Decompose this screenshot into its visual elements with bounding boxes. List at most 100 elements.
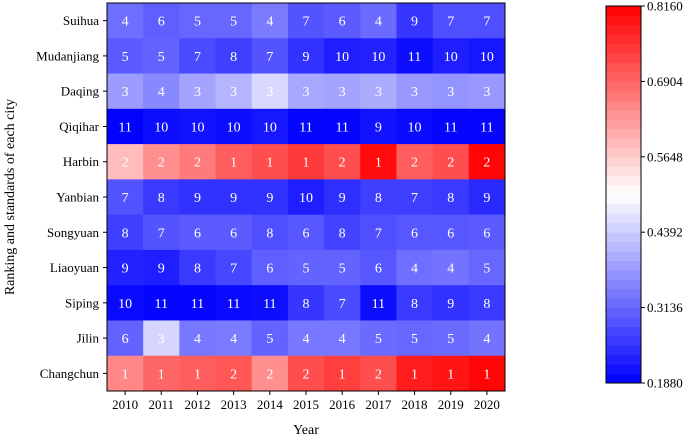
heatmap-cell-label: 8 [158, 191, 165, 206]
heatmap-cell-label: 7 [266, 50, 273, 65]
heatmap-cell [360, 3, 397, 39]
heatmap-cell-label: 11 [335, 120, 348, 135]
heatmap-cell [215, 144, 253, 180]
y-tick-label: Songyuan [47, 225, 100, 240]
heatmap-cell-label: 6 [411, 226, 418, 241]
heatmap-cell-label: 8 [303, 297, 310, 312]
colorbar-step [606, 147, 641, 158]
heatmap-cell [251, 73, 289, 110]
heatmap-cell [468, 355, 506, 392]
colorbar-tick-label: 0.6904 [647, 74, 683, 89]
y-axis-title: Ranking and standards of each city [3, 99, 18, 295]
heatmap-cell-label: 5 [447, 332, 454, 347]
heatmap-cell-label: 3 [483, 85, 490, 100]
heatmap-cell-labels: 4 6 5 5 4 7 6 4 9 7 75 5 7 8 7 9 10 10 11 10 103 4 3 3 3 3 3 3 3 3 311… [118, 15, 494, 383]
colorbar-step [606, 335, 641, 346]
heatmap-cell [468, 320, 506, 357]
heatmap-cell-label: 7 [447, 15, 454, 30]
heatmap-cell [432, 3, 470, 39]
heatmap-cell-label: 3 [447, 85, 454, 100]
heatmap-cell-label: 1 [158, 367, 165, 382]
heatmap-cell-label: 8 [339, 226, 346, 241]
heatmap-cell [179, 38, 217, 75]
heatmap-cell [287, 249, 325, 286]
colorbar-tick-label: 0.1880 [647, 376, 683, 391]
heatmap-cell-label: 11 [444, 120, 457, 135]
colorbar-step [606, 90, 641, 101]
heatmap-cell-label: 2 [411, 156, 418, 171]
heatmap-cell [179, 320, 217, 357]
heatmap-cell-label: 9 [230, 191, 237, 206]
heatmap-cell [468, 144, 506, 180]
colorbar-step [606, 269, 641, 280]
colorbar-step [606, 288, 641, 299]
heatmap-cell-label: 1 [194, 367, 201, 382]
heatmap-cell [107, 38, 144, 75]
heatmap-cell-label: 3 [194, 85, 201, 100]
heatmap-cell [143, 73, 180, 110]
heatmap-cell [179, 285, 217, 321]
heatmap-cell [215, 285, 253, 321]
heatmap-cell [107, 355, 144, 392]
heatmap-cell [251, 285, 289, 321]
heatmap-cell-label: 3 [122, 85, 129, 100]
heatmap-cell [287, 285, 325, 321]
heatmap-cell-label: 7 [158, 226, 165, 241]
heatmap-cell [468, 73, 506, 110]
heatmap-cell-label: 7 [375, 226, 382, 241]
colorbar-step [606, 71, 641, 82]
x-tick-label: 2010 [112, 397, 138, 412]
heatmap-cell [396, 179, 434, 216]
x-tick-label: 2017 [365, 397, 392, 412]
heatmap-cell-label: 8 [411, 297, 418, 312]
heatmap-cell-label: 4 [303, 332, 310, 347]
heatmap-cell [396, 249, 434, 286]
heatmap-cell [324, 38, 361, 75]
colorbar-step [606, 128, 641, 139]
heatmap-cell [324, 179, 361, 216]
heatmap-cell [179, 3, 217, 39]
colorbar-step [606, 345, 641, 356]
heatmap-cell-label: 9 [194, 191, 201, 206]
heatmap-cell-label: 2 [230, 367, 237, 382]
heatmap-cell [360, 249, 397, 286]
heatmap-cell [468, 3, 506, 39]
heatmap-cell-label: 11 [408, 50, 421, 65]
heatmap-cell [468, 285, 506, 321]
heatmap-cell [360, 179, 397, 216]
heatmap-cell [360, 214, 397, 251]
heatmap-cell-label: 3 [411, 85, 418, 100]
heatmap-cell-label: 9 [447, 297, 454, 312]
heatmap-cell [287, 73, 325, 110]
heatmap-cell [251, 108, 289, 145]
x-axis-ticks: 2010 2011 2012 2013 2014 2015 2016 2017 2018 2019… [112, 391, 500, 412]
heatmap-cell [215, 3, 253, 39]
x-tick-label: 2011 [149, 397, 175, 412]
heatmap-cell [143, 3, 180, 39]
heatmap-cell-label: 4 [230, 332, 237, 347]
heatmap-cell-label: 8 [447, 191, 454, 206]
heatmap-cell [432, 144, 470, 180]
heatmap-cell-label: 1 [375, 156, 382, 171]
heatmap-cell [143, 108, 180, 145]
heatmap-cell-label: 11 [191, 297, 204, 312]
colorbar-step [606, 364, 641, 375]
heatmap-cell-label: 9 [483, 191, 490, 206]
heatmap-cell-label: 2 [194, 156, 201, 171]
heatmap-cell [287, 3, 325, 39]
colorbar-step [606, 62, 641, 73]
heatmap-cell-label: 6 [230, 226, 237, 241]
heatmap-cell [287, 355, 325, 392]
heatmap-cell [107, 285, 144, 321]
heatmap-cell [396, 320, 434, 357]
heatmap-cell [107, 179, 144, 216]
heatmap-cell-label: 11 [299, 120, 312, 135]
colorbar-step [606, 6, 641, 16]
heatmap-cell [324, 249, 361, 286]
heatmap-cell-label: 10 [263, 120, 277, 135]
heatmap-cell-label: 6 [447, 226, 454, 241]
x-tick-label: 2015 [293, 397, 319, 412]
heatmap-cell-label: 5 [230, 15, 237, 30]
colorbar-ticks: 0.1880 0.3136 0.4392 0.5648 0.6904 0.8160 [641, 0, 683, 391]
y-tick-label: Jilin [77, 331, 100, 346]
